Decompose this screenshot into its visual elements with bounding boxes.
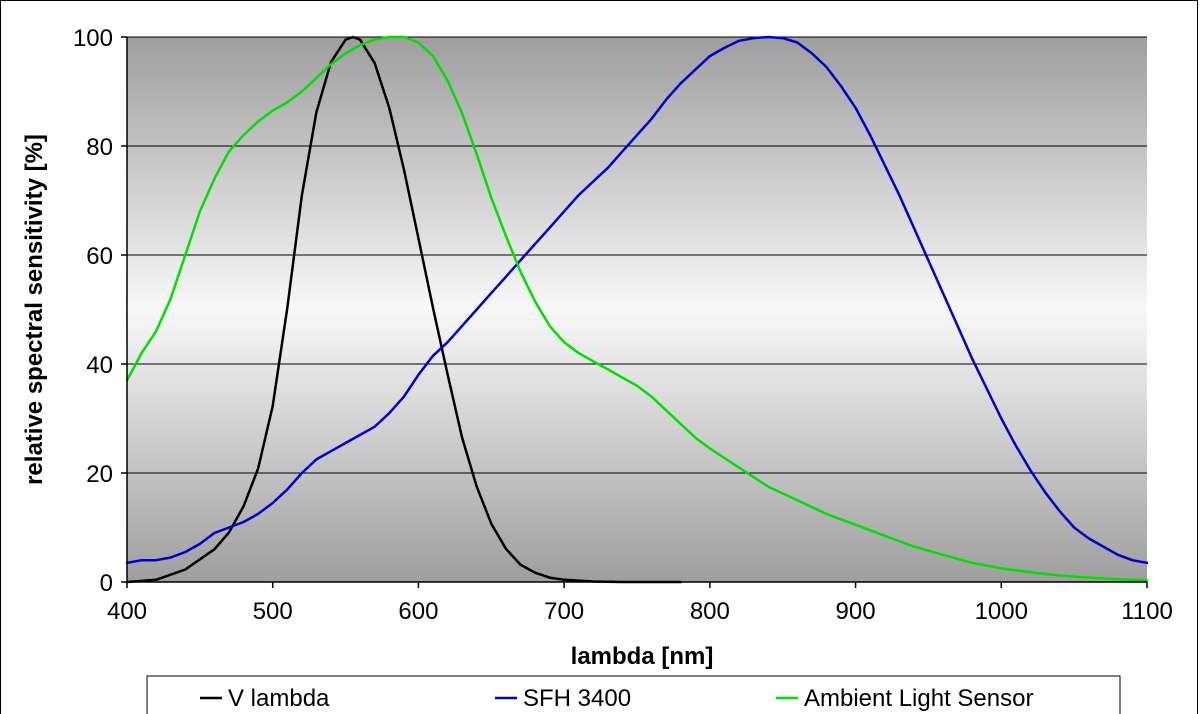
legend: V lambda SFH 3400 Ambient Light Sensor: [146, 675, 1121, 714]
y-tick-label-60: 60: [86, 243, 113, 270]
legend-label-ambient-light-sensor: Ambient Light Sensor: [804, 685, 1033, 712]
y-tick-label-80: 80: [86, 134, 113, 161]
x-axis-title: lambda [nm]: [571, 643, 714, 670]
x-tick-label-1000: 1000: [975, 598, 1028, 625]
y-tick-label-40: 40: [86, 352, 113, 379]
x-tick-label-900: 900: [836, 598, 876, 625]
series-line-ambient-light-sensor: [125, 35, 1149, 582]
x-tick-label-700: 700: [544, 598, 584, 625]
plot-area: [127, 37, 1147, 582]
y-tick-label-100: 100: [73, 25, 113, 52]
x-tick-label-800: 800: [690, 598, 730, 625]
legend-label-sfh-3400: SFH 3400: [523, 685, 631, 712]
y-tick-label-20: 20: [86, 461, 113, 488]
x-tick-label-1100: 1100: [1121, 598, 1173, 625]
y-tick-label-0: 0: [100, 570, 113, 597]
series-layer: [125, 35, 1149, 584]
x-tick-label-500: 500: [253, 598, 293, 625]
series-line-v-lambda: [125, 35, 682, 584]
axes: 0 20 40 60 80 100 400 500 600 700 800 900 1000 1100: [73, 25, 1173, 625]
x-tick-label-400: 400: [107, 598, 147, 625]
legend-label-v-lambda: V lambda: [228, 685, 330, 712]
legend-box: [146, 675, 1121, 714]
x-tick-label-600: 600: [398, 598, 438, 625]
y-axis-title: relative spectral sensitivity [%]: [21, 134, 48, 485]
series-line-sfh-3400: [125, 35, 1149, 565]
